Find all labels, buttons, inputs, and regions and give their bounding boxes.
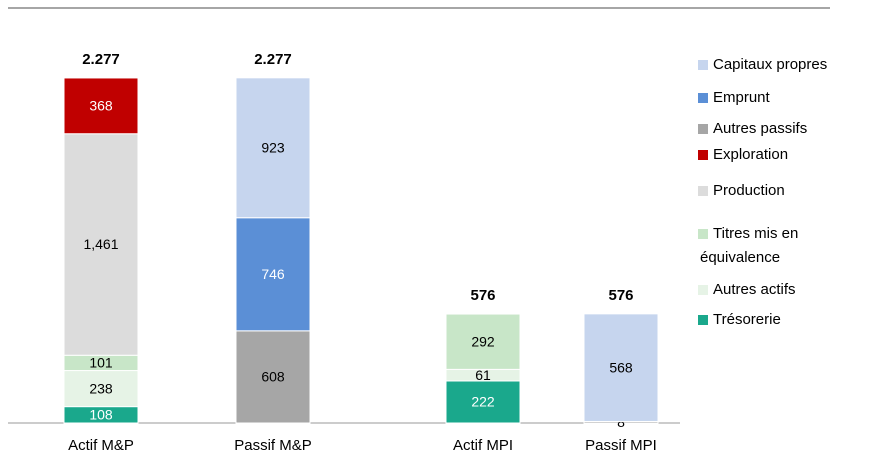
legend-label: Production [713, 182, 785, 199]
legend-swatch [698, 315, 708, 325]
legend-line: équivalence [700, 249, 780, 266]
x-tick-label: Passif M&P [234, 437, 312, 454]
legend-item: Emprunt [698, 89, 771, 106]
x-tick-label: Actif MPI [453, 437, 513, 454]
x-tick-label: Passif MPI [585, 437, 657, 454]
legend-label: Exploration [713, 146, 788, 163]
value-label: 222 [471, 394, 495, 410]
bar-segment [445, 313, 521, 370]
legend-swatch [698, 93, 708, 103]
legend-item: Capitaux propres [698, 56, 827, 73]
value-label: 101 [89, 355, 113, 371]
legend-item: Autres passifs [698, 120, 807, 137]
legend-label: Autres actifs [713, 281, 796, 298]
legend-item: Exploration [698, 146, 788, 163]
bar-segment [235, 330, 311, 424]
value-label: 238 [89, 380, 113, 396]
bar-segment [235, 217, 311, 332]
value-label: 568 [609, 359, 633, 375]
legend-swatch [698, 150, 708, 160]
legend-swatch [698, 285, 708, 295]
bar-segment [583, 313, 659, 422]
value-label: 108 [89, 407, 113, 423]
bar-segment [63, 133, 139, 356]
legend-line: Titres mis en [713, 225, 798, 242]
bar-segment [63, 370, 139, 408]
value-label: 923 [261, 139, 285, 155]
legend-label: Emprunt [713, 89, 771, 106]
bar-segment [63, 77, 139, 135]
legend-label: Autres passifs [713, 120, 807, 137]
legend-swatch [698, 60, 708, 70]
value-label: 746 [261, 266, 285, 282]
value-label: 368 [89, 98, 113, 114]
value-label: 1,461 [83, 236, 118, 252]
value-label: 608 [261, 369, 285, 385]
legend-swatch [698, 229, 708, 239]
legend-item: Autres actifs [698, 281, 796, 298]
value-label: 292 [471, 333, 495, 349]
x-tick-label: Actif M&P [68, 437, 134, 454]
bar-segment [235, 77, 311, 219]
legend-swatch [698, 124, 708, 134]
legend-label: Capitaux propres [713, 56, 827, 73]
total-label: 576 [470, 287, 495, 304]
total-label: 2.277 [254, 51, 292, 68]
value-label: 61 [475, 367, 491, 383]
legend-item: Titres mis en équivalence [698, 225, 798, 266]
legend-label: Trésorerie [713, 311, 781, 328]
legend-item: Production [698, 182, 785, 199]
legend-swatch [698, 186, 708, 196]
total-label: 576 [608, 287, 633, 304]
total-label: 2.277 [82, 51, 120, 68]
legend-item: Trésorerie [698, 311, 781, 328]
legend-label: Titres mis en équivalence [700, 225, 798, 266]
